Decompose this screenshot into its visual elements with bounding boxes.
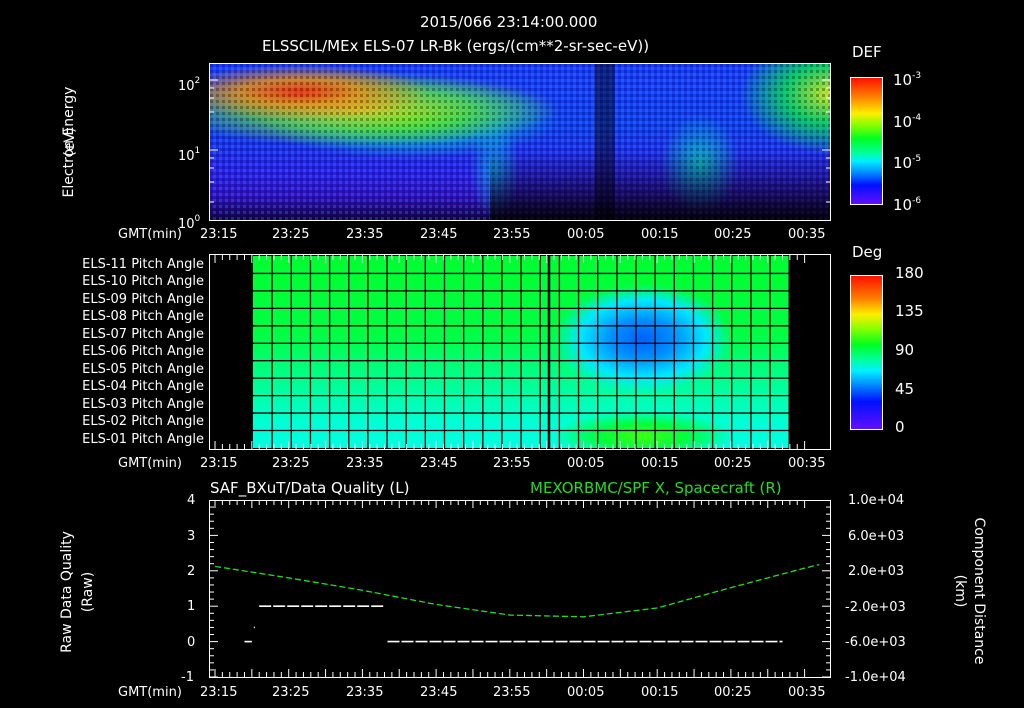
pitch-row-label: ELS-05 Pitch Angle: [82, 362, 204, 377]
quality-ytick: 0: [187, 635, 196, 650]
def-colorbar: [850, 77, 883, 205]
time-tick: 00:35: [788, 227, 826, 242]
quality-ytick: 4: [187, 493, 196, 508]
quality-plot: [210, 500, 830, 678]
plot-datetime: 2015/066 23:14:00.000: [420, 13, 598, 31]
time-tick: 23:25: [272, 227, 310, 242]
time-tick: 23:15: [200, 456, 238, 471]
pitch-plot-frame: [209, 254, 831, 450]
quality-yunit: (Raw): [80, 571, 96, 613]
energy-ytick-1: 100: [178, 214, 201, 232]
time-tick: 00:05: [567, 227, 605, 242]
deg-tick: 180: [895, 264, 924, 282]
deg-colorbar-title: Deg: [852, 243, 883, 261]
distance-ytick: 6.0e+03: [848, 529, 905, 544]
time-tick: 23:55: [493, 227, 531, 242]
time-axis-label-3: GMT(min): [118, 685, 182, 700]
time-tick: 00:05: [567, 456, 605, 471]
distance-ytick: -1.0e+04: [845, 670, 906, 685]
pitch-axis-ticks: [214, 255, 806, 449]
pitch-heatmap: [253, 256, 790, 448]
pitch-row-label: ELS-07 Pitch Angle: [82, 327, 204, 342]
pitch-row-label: ELS-02 Pitch Angle: [82, 414, 204, 429]
deg-tick: 45: [895, 380, 915, 398]
pitch-row-label: ELS-08 Pitch Angle: [82, 309, 204, 324]
distance-ytick: 1.0e+04: [848, 493, 905, 508]
distance-ytick: 2.0e+03: [848, 564, 905, 579]
time-tick: 23:55: [493, 456, 531, 471]
energy-ytick-10: 101: [178, 146, 201, 164]
distance-ytick: -2.0e+03: [845, 600, 906, 615]
def-tick-1e-3: 10-3: [893, 71, 922, 89]
time-tick: 23:25: [272, 685, 310, 700]
pitch-row-label: ELS-03 Pitch Angle: [82, 397, 204, 412]
energy-spectrogram: [210, 64, 830, 220]
time-tick: 23:45: [420, 227, 458, 242]
pitch-row-label: ELS-06 Pitch Angle: [82, 344, 204, 359]
energy-ytick-100: 102: [178, 76, 201, 94]
quality-right-title: MEXORBMC/SPF X, Spacecraft (R): [530, 479, 782, 497]
deg-colorbar: [850, 275, 883, 430]
time-axis-label-1: GMT(min): [118, 227, 182, 242]
time-axis-label-2: GMT(min): [118, 456, 182, 471]
quality-ytick: 3: [187, 529, 196, 544]
time-tick: 23:35: [346, 456, 384, 471]
def-tick-1e-5: 10-5: [893, 154, 922, 172]
def-colorbar-title: DEF: [852, 43, 882, 61]
time-tick: 00:35: [788, 456, 826, 471]
time-tick: 23:35: [346, 227, 384, 242]
energy-axis-ticks: [210, 79, 830, 203]
time-tick: 00:25: [714, 685, 752, 700]
quality-ytick: 1: [187, 599, 196, 614]
def-tick-1e-4: 10-4: [893, 113, 922, 131]
time-tick: 23:25: [272, 456, 310, 471]
distance-ytick: -6.0e+03: [845, 635, 906, 650]
quality-plot-frame: [209, 500, 831, 678]
def-tick-1e-6: 10-6: [893, 196, 922, 214]
energy-plot-frame: [209, 63, 831, 221]
time-tick: 23:35: [346, 685, 384, 700]
deg-tick: 0: [895, 418, 905, 436]
time-tick: 00:25: [714, 227, 752, 242]
pitch-row-label: ELS-01 Pitch Angle: [82, 432, 204, 447]
time-tick: 00:25: [714, 456, 752, 471]
pitch-row-label: ELS-10 Pitch Angle: [82, 274, 204, 289]
quality-ylabel: Raw Data Quality: [59, 531, 75, 653]
time-tick: 23:15: [200, 227, 238, 242]
time-tick: 23:45: [420, 685, 458, 700]
spectrogram-noise: [210, 64, 830, 220]
energy-yunit: (eV): [62, 127, 78, 157]
quality-left-title: SAF_BXuT/Data Quality (L): [210, 479, 410, 497]
time-tick: 00:35: [788, 685, 826, 700]
distance-ylabel: Component Distance: [971, 517, 987, 665]
quality-ytick: -1: [181, 670, 194, 685]
deg-tick: 90: [895, 341, 915, 359]
time-tick: 23:55: [493, 685, 531, 700]
time-tick: 00:15: [641, 456, 679, 471]
distance-yunit: (km): [952, 574, 968, 608]
pitch-row-label: ELS-04 Pitch Angle: [82, 379, 204, 394]
time-tick: 23:15: [200, 685, 238, 700]
time-tick: 00:15: [641, 227, 679, 242]
quality-ytick: 2: [187, 564, 196, 579]
pitch-row-label: ELS-11 Pitch Angle: [82, 257, 204, 272]
time-tick: 23:45: [420, 456, 458, 471]
time-tick: 00:05: [567, 685, 605, 700]
pitch-grid: [253, 256, 790, 448]
deg-tick: 135: [895, 302, 924, 320]
plot-subtitle: ELSSCIL/MEx ELS-07 LR-Bk (ergs/(cm**2-sr…: [262, 37, 650, 55]
pitch-row-label: ELS-09 Pitch Angle: [82, 292, 204, 307]
time-tick: 00:15: [641, 685, 679, 700]
